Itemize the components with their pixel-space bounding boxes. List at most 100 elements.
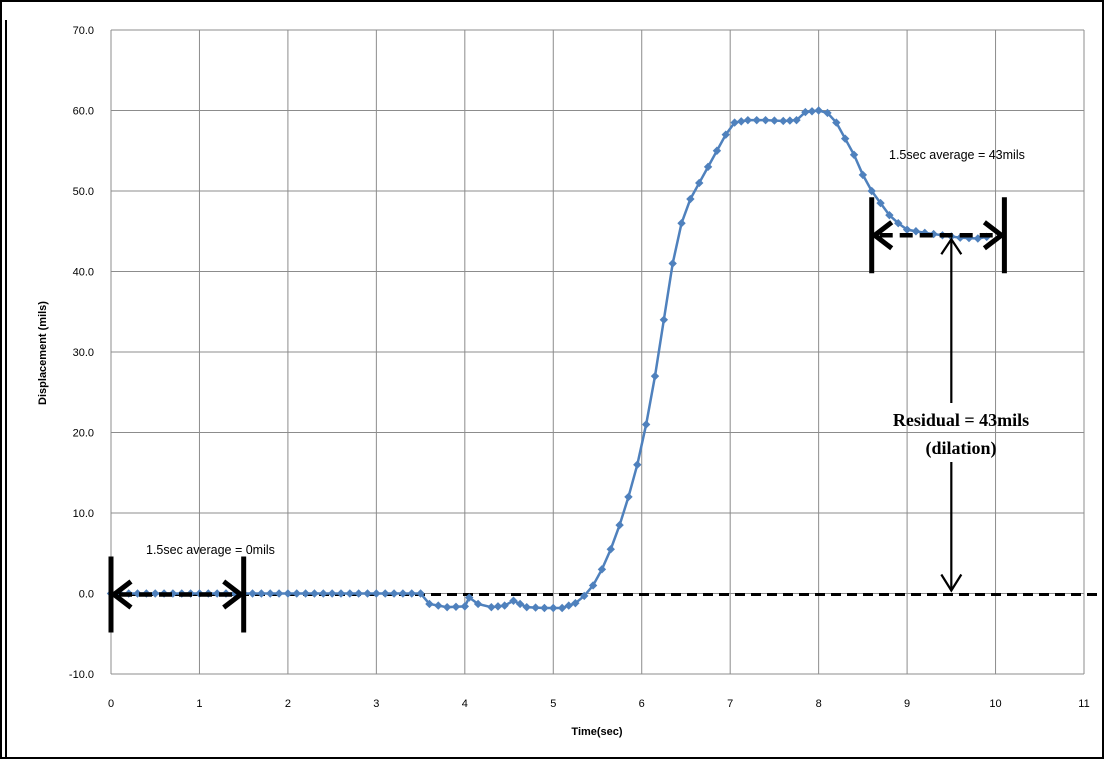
start-average-label: 1.5sec average = 0mils <box>146 543 275 557</box>
data-point <box>425 599 434 609</box>
data-point <box>686 194 695 204</box>
data-point <box>677 219 686 228</box>
data-point <box>473 599 483 609</box>
data-point <box>274 589 284 598</box>
data-point <box>531 603 540 612</box>
data-point <box>465 593 474 602</box>
data-point <box>894 219 903 228</box>
data-point <box>801 107 810 117</box>
y-tick-label: 0.0 <box>79 589 94 601</box>
data-point <box>515 599 525 609</box>
y-tick-labels: -10.0 0.0 10.0 20.0 30.0 40.0 50.0 60.0 70.0 <box>69 25 94 681</box>
data-point <box>345 589 355 598</box>
x-tick-label: 8 <box>816 698 822 710</box>
data-point <box>650 371 660 381</box>
y-tick-label: 30.0 <box>73 347 94 359</box>
start-average-arrow-head-left <box>109 579 133 610</box>
data-point <box>363 589 372 598</box>
x-tick-label: 0 <box>108 698 114 710</box>
data-point <box>522 602 531 612</box>
data-point <box>416 589 425 598</box>
data-point <box>840 134 850 143</box>
data-point <box>743 115 753 125</box>
y-tick-label: -10.0 <box>69 669 94 681</box>
data-point <box>858 170 868 180</box>
data-point <box>832 118 841 127</box>
data-point <box>770 116 779 125</box>
data-point <box>248 589 257 598</box>
data-point <box>641 420 651 429</box>
data-point <box>814 106 823 115</box>
residual-arrow-head-down <box>940 573 963 593</box>
data-point <box>354 589 363 598</box>
data-point <box>823 108 832 118</box>
data-point <box>668 259 677 268</box>
data-point <box>867 186 876 196</box>
y-tick-label: 20.0 <box>73 428 94 440</box>
data-point <box>487 602 496 612</box>
data-point <box>606 545 615 554</box>
end-average-arrow-head-right <box>982 220 1006 251</box>
data-point <box>588 581 598 590</box>
data-point <box>319 589 328 598</box>
data-point <box>257 589 266 598</box>
data-point <box>885 210 894 220</box>
data-point <box>792 115 801 125</box>
data-point <box>633 460 642 469</box>
data-point <box>310 589 319 598</box>
residual-arrow-head-up <box>940 237 963 255</box>
data-point <box>973 234 983 243</box>
data-point <box>721 130 730 139</box>
data-point <box>451 602 461 611</box>
data-point <box>876 198 885 208</box>
data-point <box>571 598 580 608</box>
data-point <box>624 492 633 502</box>
data-point <box>549 603 558 613</box>
end-average-label: 1.5sec average = 43mils <box>889 148 1025 162</box>
x-tick-label: 1 <box>196 698 202 710</box>
x-tick-label: 11 <box>1078 698 1089 710</box>
grid-lines <box>110 29 1085 675</box>
data-point <box>911 227 921 236</box>
x-tick-label: 9 <box>904 698 910 710</box>
data-point <box>929 229 938 239</box>
data-point <box>266 589 275 598</box>
x-tick-label: 2 <box>285 698 291 710</box>
x-tick-labels: 0 1 2 3 4 5 6 7 8 9 10 11 <box>108 698 1090 710</box>
data-point <box>785 116 795 125</box>
dilation-label: (dilation) <box>925 438 996 459</box>
data-point <box>442 602 452 612</box>
data-point <box>730 118 739 127</box>
data-point <box>779 116 788 126</box>
residual-label: Residual = 43mils <box>893 410 1029 430</box>
data-point <box>955 233 965 242</box>
data-point <box>695 178 704 188</box>
x-tick-label: 5 <box>550 698 556 710</box>
data-point <box>580 591 589 601</box>
data-point <box>398 589 408 598</box>
data-point <box>407 589 416 598</box>
y-tick-label: 60.0 <box>73 106 94 118</box>
data-point <box>964 233 974 243</box>
data-point <box>389 589 399 598</box>
x-tick-label: 4 <box>462 698 468 710</box>
data-point <box>659 315 669 324</box>
data-point <box>509 596 518 605</box>
data-point <box>564 601 573 610</box>
end-average-arrow-head-left <box>870 220 894 251</box>
data-point <box>761 115 770 125</box>
x-tick-label: 7 <box>727 698 733 710</box>
y-tick-label: 10.0 <box>73 508 94 520</box>
y-tick-label: 40.0 <box>73 267 94 279</box>
data-point <box>372 589 381 598</box>
data-point <box>500 601 509 610</box>
data-point <box>849 150 859 159</box>
data-point <box>283 589 293 598</box>
data-point <box>737 117 746 126</box>
data-point <box>597 565 607 574</box>
data-point <box>752 115 761 125</box>
data-point <box>327 589 337 598</box>
data-point <box>292 589 301 598</box>
